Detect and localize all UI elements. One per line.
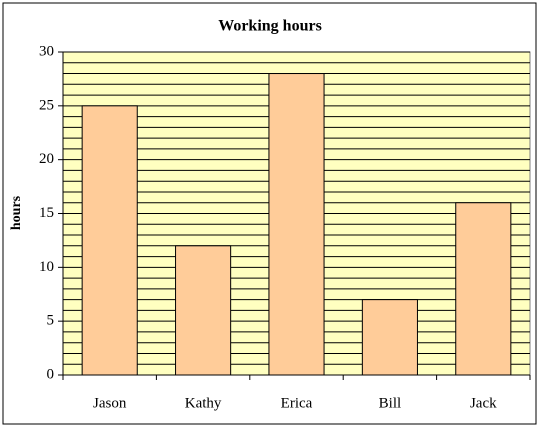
bar xyxy=(455,202,512,376)
y-tick-label: 10 xyxy=(39,259,54,275)
y-tick-label: 15 xyxy=(39,205,54,221)
x-tick-label: Bill xyxy=(379,395,402,411)
y-tick-label: 20 xyxy=(39,151,54,167)
y-tick-label: 25 xyxy=(39,97,54,113)
bar xyxy=(361,299,418,376)
bar xyxy=(81,105,138,376)
x-tick-label: Jack xyxy=(470,395,497,411)
bar xyxy=(268,73,325,376)
chart-title: Working hours xyxy=(218,18,322,35)
y-tick-label: 5 xyxy=(47,313,55,329)
y-axis-label: hours xyxy=(9,195,24,230)
bar xyxy=(175,245,232,376)
y-tick-label: 0 xyxy=(47,366,55,382)
x-tick-label: Jason xyxy=(93,395,127,411)
x-tick-label: Erica xyxy=(281,395,313,411)
x-tick-label: Kathy xyxy=(185,395,222,411)
y-tick-label: 30 xyxy=(39,43,54,59)
